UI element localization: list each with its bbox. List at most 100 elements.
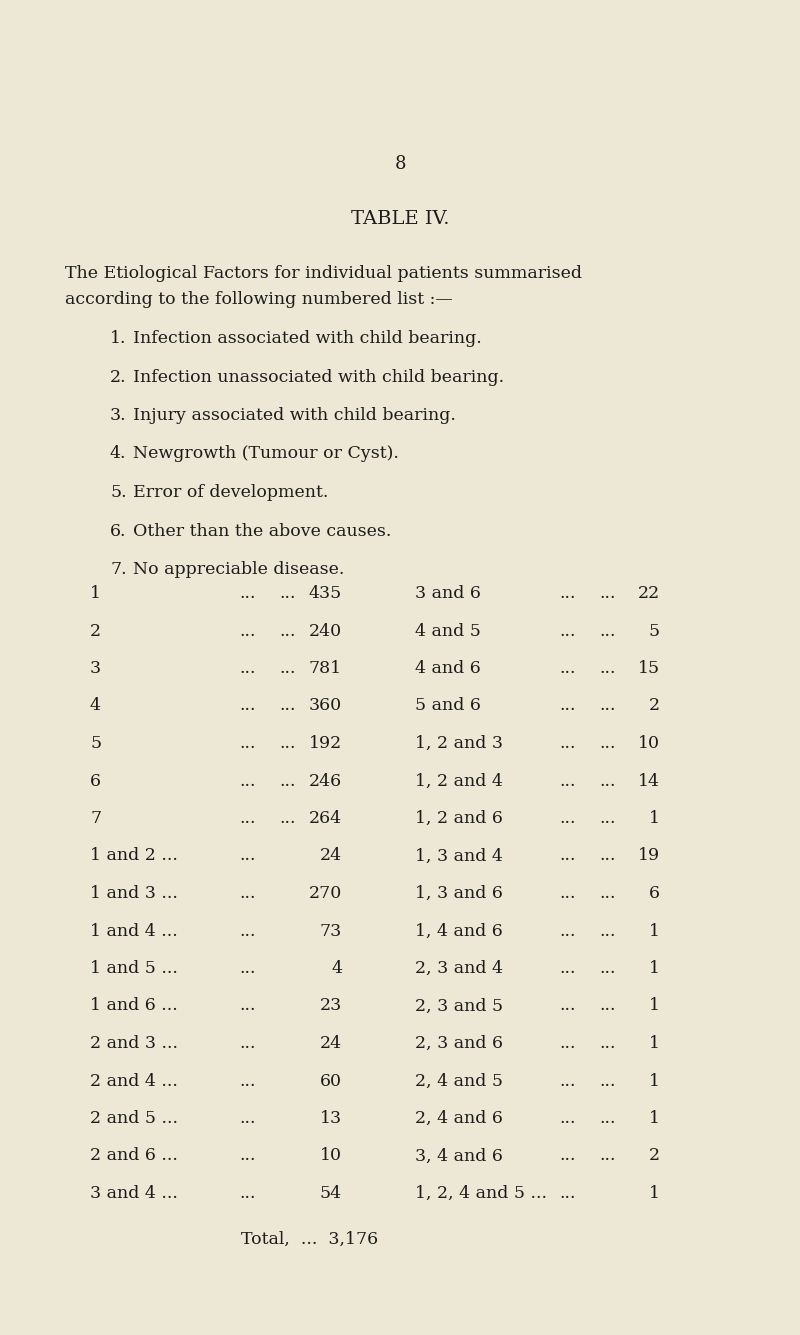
Text: according to the following numbered list :—: according to the following numbered list… bbox=[65, 291, 453, 308]
Text: ...: ... bbox=[240, 922, 256, 940]
Text: 3: 3 bbox=[90, 659, 101, 677]
Text: ...: ... bbox=[600, 1148, 616, 1164]
Text: 435: 435 bbox=[309, 585, 342, 602]
Text: 60: 60 bbox=[320, 1072, 342, 1089]
Text: ...: ... bbox=[600, 997, 616, 1015]
Text: ...: ... bbox=[280, 736, 296, 752]
Text: 2 and 6 ...: 2 and 6 ... bbox=[90, 1148, 178, 1164]
Text: ...: ... bbox=[600, 659, 616, 677]
Text: ...: ... bbox=[240, 1185, 256, 1202]
Text: 4.: 4. bbox=[110, 446, 126, 462]
Text: No appreciable disease.: No appreciable disease. bbox=[133, 561, 344, 578]
Text: ...: ... bbox=[600, 736, 616, 752]
Text: 240: 240 bbox=[309, 622, 342, 639]
Text: 2 and 5 ...: 2 and 5 ... bbox=[90, 1109, 178, 1127]
Text: 5.: 5. bbox=[110, 485, 126, 501]
Text: ...: ... bbox=[600, 1072, 616, 1089]
Text: 1: 1 bbox=[90, 585, 101, 602]
Text: 1, 2, 4 and 5 ...: 1, 2, 4 and 5 ... bbox=[415, 1185, 547, 1202]
Text: The Etiological Factors for individual patients summarised: The Etiological Factors for individual p… bbox=[65, 266, 582, 282]
Text: 6.: 6. bbox=[110, 522, 126, 539]
Text: ...: ... bbox=[280, 773, 296, 789]
Text: ...: ... bbox=[240, 960, 256, 977]
Text: 1 and 3 ...: 1 and 3 ... bbox=[90, 885, 178, 902]
Text: 2.: 2. bbox=[110, 368, 126, 386]
Text: Error of development.: Error of development. bbox=[133, 485, 328, 501]
Text: ...: ... bbox=[240, 885, 256, 902]
Text: 4: 4 bbox=[90, 697, 101, 714]
Text: 22: 22 bbox=[638, 585, 660, 602]
Text: ...: ... bbox=[560, 848, 576, 865]
Text: 54: 54 bbox=[320, 1185, 342, 1202]
Text: ...: ... bbox=[560, 1148, 576, 1164]
Text: ...: ... bbox=[240, 622, 256, 639]
Text: 3, 4 and 6: 3, 4 and 6 bbox=[415, 1148, 503, 1164]
Text: Other than the above causes.: Other than the above causes. bbox=[133, 522, 391, 539]
Text: ...: ... bbox=[280, 697, 296, 714]
Text: ...: ... bbox=[560, 1035, 576, 1052]
Text: 10: 10 bbox=[638, 736, 660, 752]
Text: ...: ... bbox=[240, 1109, 256, 1127]
Text: ...: ... bbox=[280, 585, 296, 602]
Text: ...: ... bbox=[280, 810, 296, 826]
Text: ...: ... bbox=[240, 736, 256, 752]
Text: ...: ... bbox=[560, 1072, 576, 1089]
Text: ...: ... bbox=[240, 773, 256, 789]
Text: 2: 2 bbox=[649, 697, 660, 714]
Text: TABLE IV.: TABLE IV. bbox=[350, 210, 450, 228]
Text: 1: 1 bbox=[649, 1035, 660, 1052]
Text: 2, 3 and 5: 2, 3 and 5 bbox=[415, 997, 503, 1015]
Text: Injury associated with child bearing.: Injury associated with child bearing. bbox=[133, 407, 456, 425]
Text: 1, 4 and 6: 1, 4 and 6 bbox=[415, 922, 502, 940]
Text: ...: ... bbox=[560, 810, 576, 826]
Text: ...: ... bbox=[240, 1148, 256, 1164]
Text: ...: ... bbox=[560, 1109, 576, 1127]
Text: 264: 264 bbox=[309, 810, 342, 826]
Text: ...: ... bbox=[560, 885, 576, 902]
Text: ...: ... bbox=[600, 848, 616, 865]
Text: 19: 19 bbox=[638, 848, 660, 865]
Text: 1 and 5 ...: 1 and 5 ... bbox=[90, 960, 178, 977]
Text: Infection associated with child bearing.: Infection associated with child bearing. bbox=[133, 330, 482, 347]
Text: 2, 3 and 4: 2, 3 and 4 bbox=[415, 960, 503, 977]
Text: 1.: 1. bbox=[110, 330, 126, 347]
Text: 1: 1 bbox=[649, 997, 660, 1015]
Text: 360: 360 bbox=[309, 697, 342, 714]
Text: 1: 1 bbox=[649, 960, 660, 977]
Text: 192: 192 bbox=[309, 736, 342, 752]
Text: 4 and 6: 4 and 6 bbox=[415, 659, 481, 677]
Text: ...: ... bbox=[560, 1185, 576, 1202]
Text: ...: ... bbox=[600, 773, 616, 789]
Text: 3 and 4 ...: 3 and 4 ... bbox=[90, 1185, 178, 1202]
Text: ...: ... bbox=[240, 848, 256, 865]
Text: 1, 2 and 4: 1, 2 and 4 bbox=[415, 773, 503, 789]
Text: ...: ... bbox=[560, 736, 576, 752]
Text: 1, 2 and 3: 1, 2 and 3 bbox=[415, 736, 503, 752]
Text: ...: ... bbox=[240, 810, 256, 826]
Text: 2 and 4 ...: 2 and 4 ... bbox=[90, 1072, 178, 1089]
Text: ...: ... bbox=[560, 622, 576, 639]
Text: 270: 270 bbox=[309, 885, 342, 902]
Text: 7.: 7. bbox=[110, 561, 126, 578]
Text: ...: ... bbox=[600, 622, 616, 639]
Text: 2 and 3 ...: 2 and 3 ... bbox=[90, 1035, 178, 1052]
Text: ...: ... bbox=[560, 997, 576, 1015]
Text: 1: 1 bbox=[649, 1185, 660, 1202]
Text: 1, 3 and 6: 1, 3 and 6 bbox=[415, 885, 503, 902]
Text: 1 and 6 ...: 1 and 6 ... bbox=[90, 997, 178, 1015]
Text: ...: ... bbox=[560, 773, 576, 789]
Text: 2, 4 and 5: 2, 4 and 5 bbox=[415, 1072, 503, 1089]
Text: ...: ... bbox=[240, 659, 256, 677]
Text: 23: 23 bbox=[320, 997, 342, 1015]
Text: 8: 8 bbox=[394, 155, 406, 174]
Text: 3 and 6: 3 and 6 bbox=[415, 585, 481, 602]
Text: 1: 1 bbox=[649, 810, 660, 826]
Text: ...: ... bbox=[240, 1035, 256, 1052]
Text: ...: ... bbox=[240, 997, 256, 1015]
Text: 2: 2 bbox=[649, 1148, 660, 1164]
Text: 4: 4 bbox=[331, 960, 342, 977]
Text: 6: 6 bbox=[649, 885, 660, 902]
Text: 1 and 2 ...: 1 and 2 ... bbox=[90, 848, 178, 865]
Text: ...: ... bbox=[560, 659, 576, 677]
Text: 2: 2 bbox=[90, 622, 101, 639]
